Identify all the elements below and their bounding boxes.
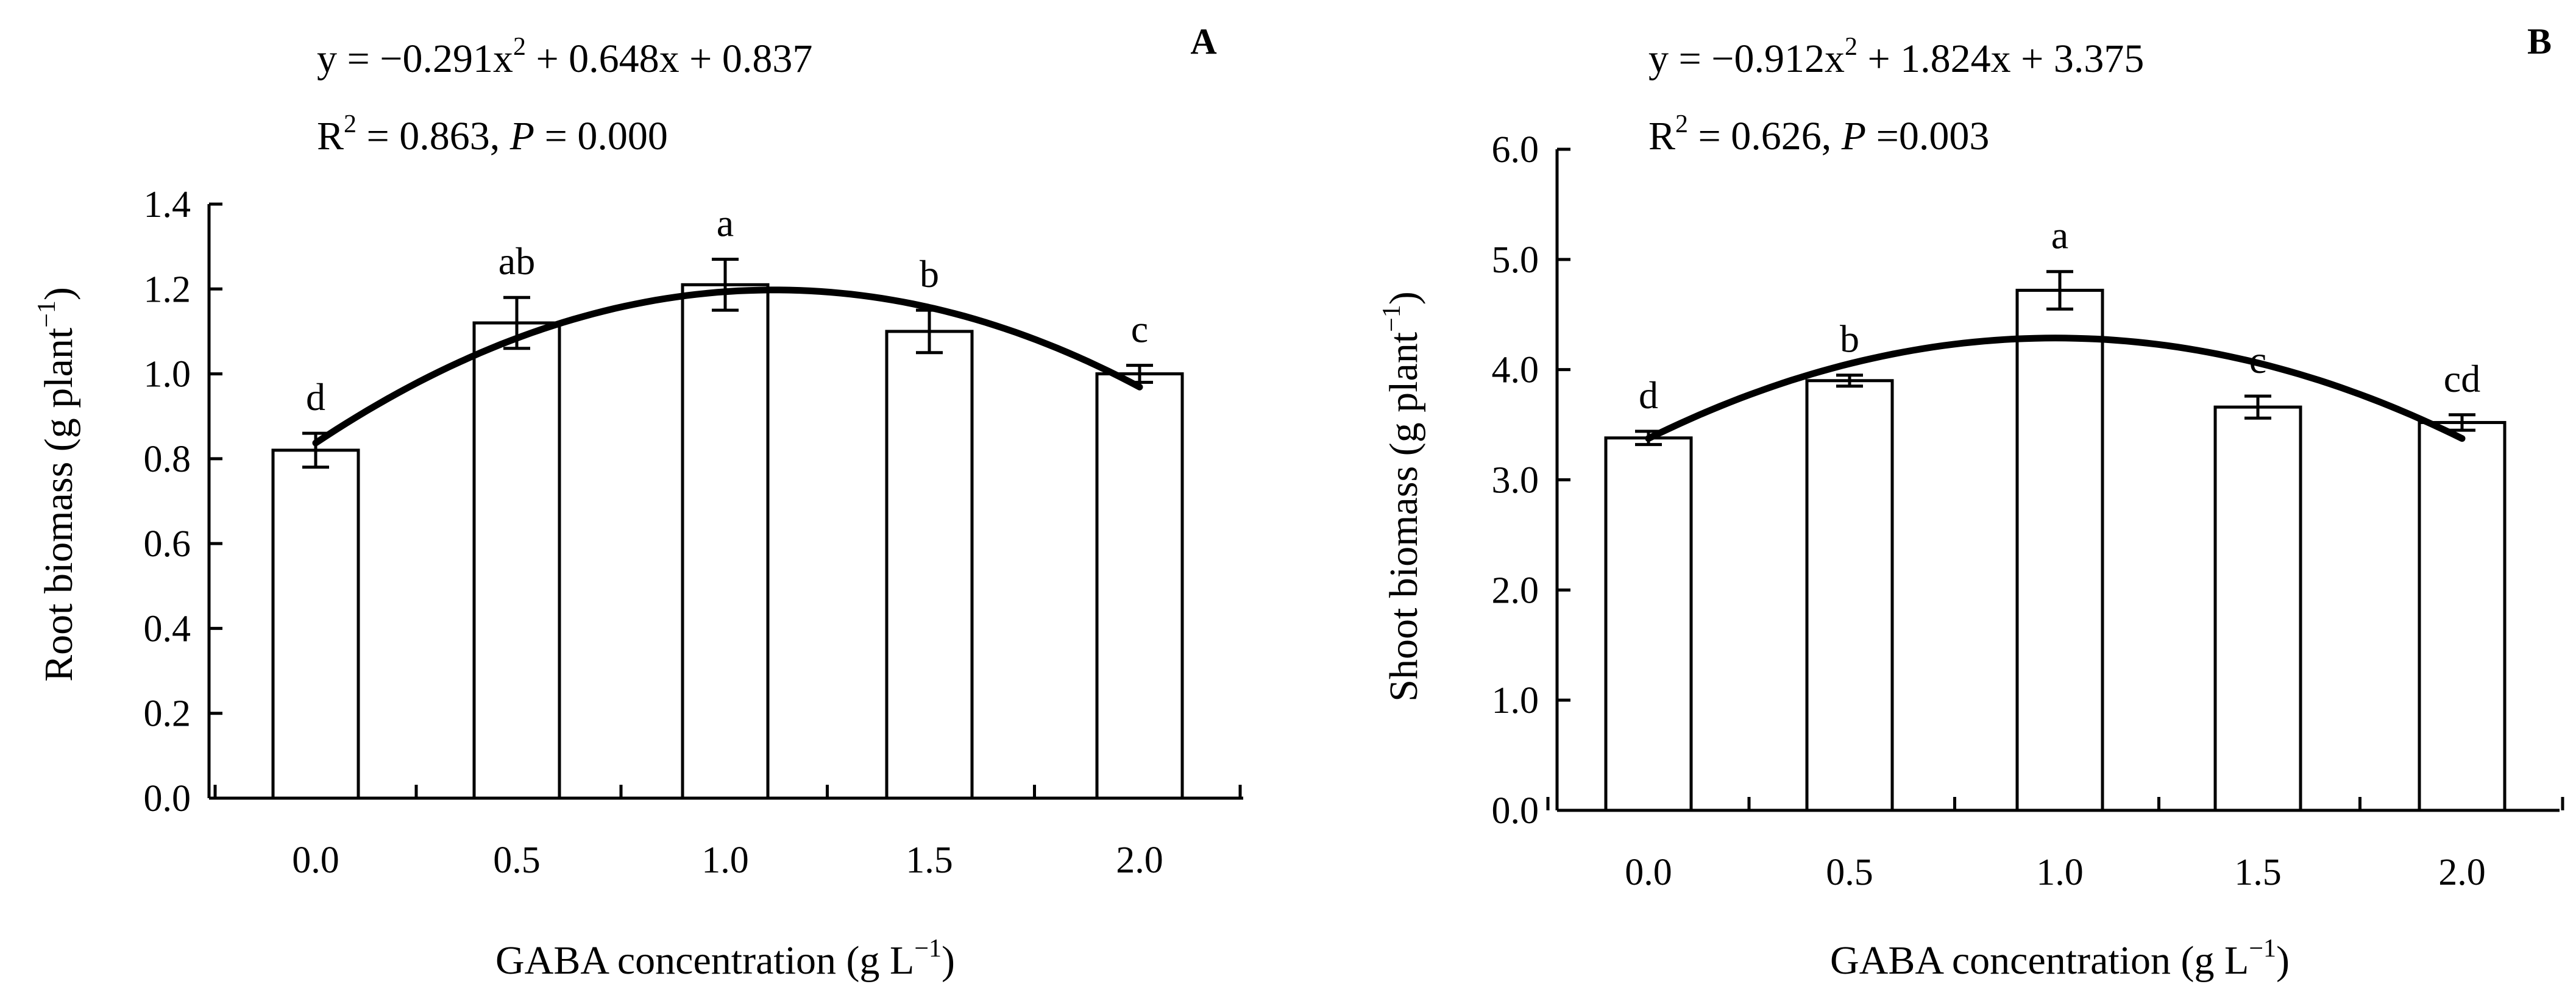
panel-b-x-tick-label: 0.5 — [1826, 852, 1873, 893]
panel-b-x-tick-label: 0.0 — [1625, 852, 1672, 893]
panel-b-bars — [1604, 288, 2507, 812]
panel-b-fit-curve — [1645, 334, 2466, 442]
panel-b-bar — [1604, 436, 1693, 812]
panel-b-y-tick-label: 1.0 — [1492, 680, 1539, 721]
panel-a-bar — [1095, 372, 1184, 800]
panel-b-x-tick-label: 1.5 — [2234, 852, 2282, 893]
panel-a-y-tick-label: 1.0 — [144, 354, 191, 395]
panel-a-significance-letter: c — [1131, 308, 1148, 351]
panel-b-x-axis-title: GABA concentration (g L−1) — [1830, 935, 2290, 983]
panel-a-bars — [271, 283, 1184, 800]
panel-a-significance-letter: ab — [499, 239, 535, 283]
panel-b-y-tick-label: 0.0 — [1492, 790, 1539, 832]
panel-b-bar — [2418, 420, 2507, 812]
panel-a-x-tick-label: 0.0 — [292, 840, 339, 881]
panel-a-x-tick-label: 2.0 — [1116, 840, 1163, 881]
panel-b-bar — [2015, 288, 2104, 812]
panel-a-bar — [885, 330, 974, 800]
panel-a-error-bars — [302, 258, 1153, 469]
panel-b-x-tick-label: 2.0 — [2438, 852, 2486, 893]
panel-b-bar — [2213, 405, 2302, 812]
panel-a-x-tick-labels: 0.0 0.5 1.0 1.5 2.0 — [292, 840, 1163, 881]
panel-a-x-tick-label: 1.0 — [701, 840, 749, 881]
panel-b-bar — [1805, 379, 1894, 812]
panel-a-y-tick-label: 0.4 — [144, 608, 191, 649]
panel-b-equation-line-1: y = −0.912x2 + 1.824x + 3.375 — [1648, 33, 2144, 81]
panel-a-x-axis-title: GABA concentration (g L−1) — [495, 935, 955, 983]
panel-b-significance-letter: d — [1639, 373, 1658, 417]
panel-b-y-axis-title: Shoot biomass (g plant−1) — [1378, 291, 1426, 702]
panel-a-bar — [271, 448, 360, 800]
panel-a-y-tick-label: 0.6 — [144, 523, 191, 565]
panel-b-fit — [1645, 334, 2466, 442]
panel-b-y-tick-label: 5.0 — [1492, 239, 1539, 281]
panel-a-label: A — [1190, 21, 1216, 62]
panel-a-equation-line-2: R2 = 0.863, P = 0.000 — [317, 110, 668, 158]
panel-a-x-tick-label: 1.5 — [906, 840, 953, 881]
panel-a-axes — [207, 202, 1243, 800]
panel-a-y-tick-label: 1.4 — [144, 184, 191, 225]
panel-a-root-biomass: A y = −0.291x2 + 0.648x + 0.837 R2 = 0.8… — [33, 21, 1243, 983]
panel-b-equation-line-2: R2 = 0.626, P =0.003 — [1648, 110, 1989, 158]
panel-a-y-axis-title: Root biomass (g plant−1) — [33, 287, 81, 682]
panel-b-label: B — [2527, 21, 2552, 62]
panel-a-significance-letter: a — [717, 202, 734, 245]
panel-a-fit — [312, 286, 1143, 447]
panel-a-significance-letter: b — [920, 252, 939, 296]
panel-a-y-tick-label: 0.2 — [144, 693, 191, 735]
panel-b-y-tick-label: 2.0 — [1492, 570, 1539, 611]
panel-a-equation-line-1: y = −0.291x2 + 0.648x + 0.837 — [317, 33, 812, 81]
panel-b-significance-letter: b — [1840, 317, 1859, 361]
panel-a-y-tick-labels: 0.0 0.2 0.4 0.6 0.8 1.0 1.2 1.4 — [144, 184, 191, 819]
panel-b-y-tick-label: 3.0 — [1492, 460, 1539, 501]
panel-b-error-bars — [1635, 270, 2475, 447]
panel-a-y-tick-label: 1.2 — [144, 269, 191, 310]
panel-b-y-tick-label: 4.0 — [1492, 350, 1539, 391]
panel-b-shoot-biomass: B y = −0.912x2 + 1.824x + 3.375 R2 = 0.6… — [1378, 21, 2564, 983]
panel-b-axes — [1546, 147, 2564, 812]
panel-a-bar — [472, 321, 561, 800]
panel-a-significance-letter: d — [306, 375, 325, 419]
panel-b-significance-letter: a — [2051, 214, 2068, 257]
panel-a-y-tick-label: 0.0 — [144, 778, 191, 819]
panel-a-bar — [681, 283, 770, 800]
panel-b-x-tick-labels: 0.0 0.5 1.0 1.5 2.0 — [1625, 852, 2486, 893]
panel-b-y-tick-labels: 0.0 1.0 2.0 3.0 4.0 5.0 6.0 — [1492, 129, 1539, 832]
panel-b-y-tick-label: 6.0 — [1492, 129, 1539, 171]
panel-a-fit-curve — [312, 286, 1143, 447]
panel-a-x-tick-label: 0.5 — [493, 840, 541, 881]
panel-b-x-tick-label: 1.0 — [2036, 852, 2084, 893]
panel-b-significance-letter: cd — [2444, 357, 2480, 400]
panel-a-y-tick-label: 0.8 — [144, 439, 191, 480]
